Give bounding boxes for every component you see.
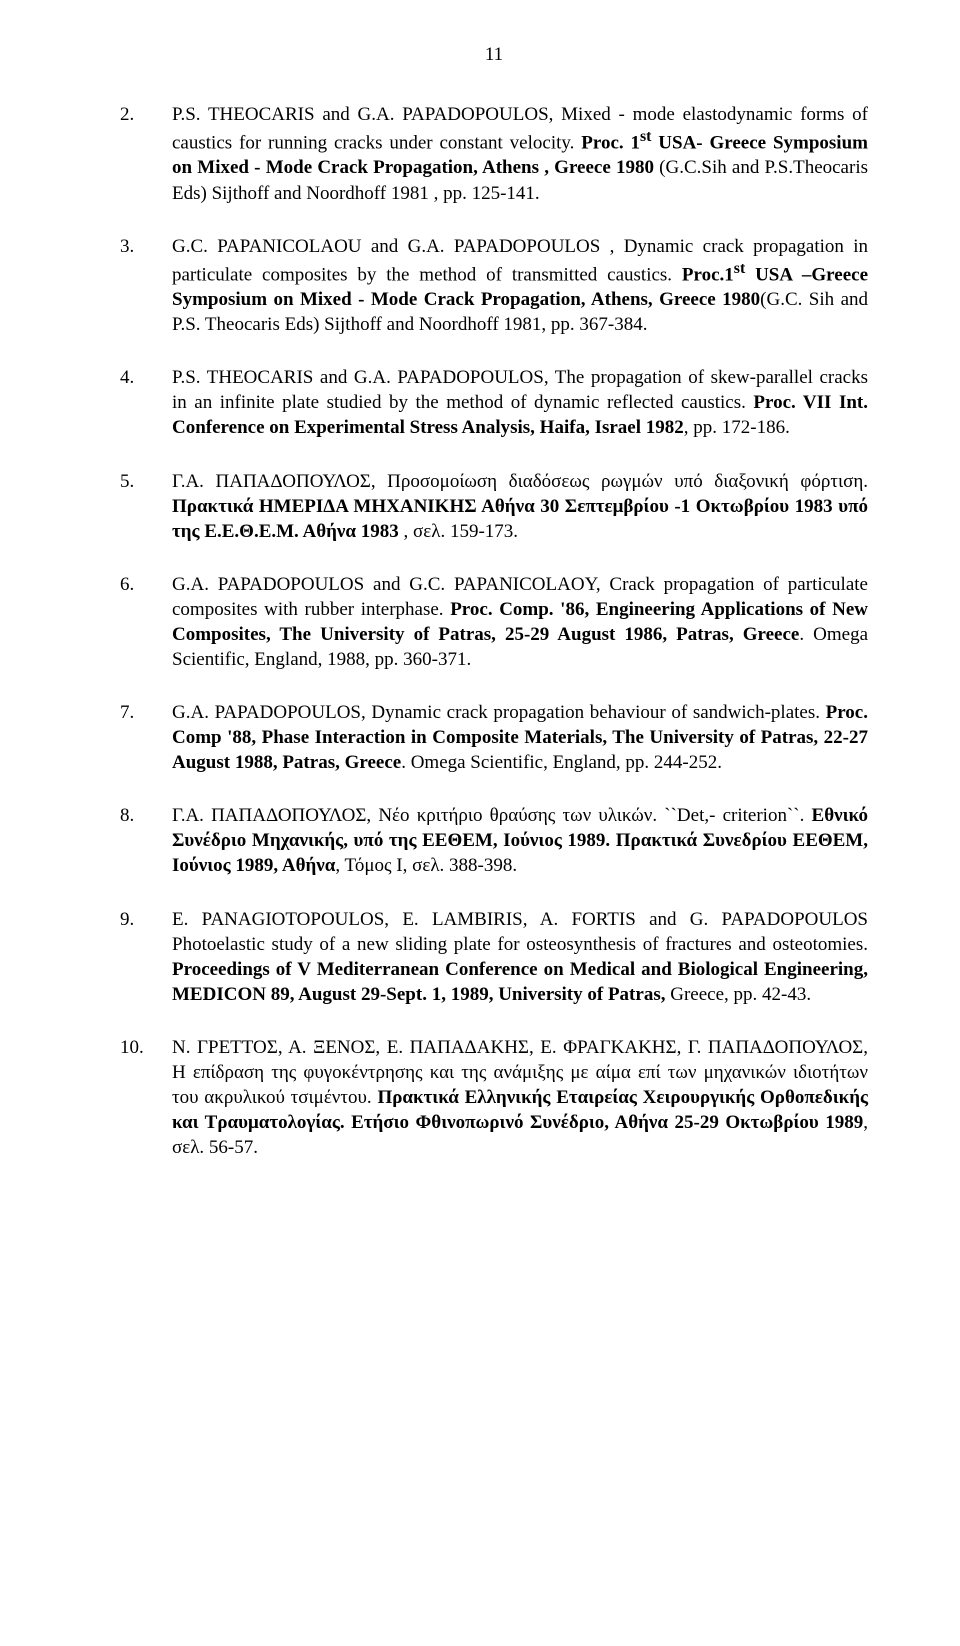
entry-text-segment: Proc. 1 (581, 132, 640, 153)
entry-text-segment: st (640, 128, 651, 145)
entry-body: P.S. THEOCARIS and G.A. PAPADOPOULOS, Mi… (172, 102, 868, 206)
entry-text-segment: E. PANAGIOTOPOULOS, E. LAMBIRIS, A. FORT… (172, 909, 868, 955)
entry-text-segment: , Τόμος Ι, σελ. 388-398. (335, 855, 517, 876)
entry-body: G.C. PAPANICOLAOU and G.A. PAPADOPOULOS … (172, 234, 868, 338)
entry-text-segment: G.A. PAPADOPOULOS, Dynamic crack propaga… (172, 702, 826, 723)
entry-number: 4. (120, 365, 172, 440)
entry-text-segment: Proc.1 (682, 264, 734, 285)
entry-number: 6. (120, 572, 172, 672)
entry-body: Γ.Α. ΠΑΠΑΔΟΠΟΥΛΟΣ, Νέο κριτήριο θραύσης … (172, 803, 868, 878)
bibliography-entry: 6.G.A. PAPADOPOULOS and G.C. PAPANICOLAO… (120, 572, 868, 672)
bibliography-entry: 3.G.C. PAPANICOLAOU and G.A. PAPADOPOULO… (120, 234, 868, 338)
bibliography-entry: 2.P.S. THEOCARIS and G.A. PAPADOPOULOS, … (120, 102, 868, 206)
bibliography-entry: 10.Ν. ΓΡΕΤΤΟΣ, Α. ΞΕΝΟΣ, Ε. ΠΑΠΑΔΑΚΗΣ, Ε… (120, 1035, 868, 1160)
entry-body: P.S. THEOCARIS and G.A. PAPADOPOULOS, Th… (172, 365, 868, 440)
entry-text-segment: Greece, pp. 42-43. (665, 984, 811, 1005)
entry-body: E. PANAGIOTOPOULOS, E. LAMBIRIS, A. FORT… (172, 907, 868, 1007)
entry-text-segment: Γ.Α. ΠΑΠΑΔΟΠΟΥΛΟΣ, Προσομοίωση διαδόσεως… (172, 471, 868, 492)
entry-text-segment: Γ.Α. ΠΑΠΑΔΟΠΟΥΛΟΣ, Νέο κριτήριο θραύσης … (172, 805, 812, 826)
entry-text-segment: , σελ. 159-173. (399, 521, 518, 542)
entry-body: Ν. ΓΡΕΤΤΟΣ, Α. ΞΕΝΟΣ, Ε. ΠΑΠΑΔΑΚΗΣ, Ε. Φ… (172, 1035, 868, 1160)
entry-text-segment: st (734, 260, 745, 277)
page-number: 11 (120, 44, 868, 66)
entry-body: G.A. PAPADOPOULOS, Dynamic crack propaga… (172, 700, 868, 775)
bibliography-entry: 5.Γ.Α. ΠΑΠΑΔΟΠΟΥΛΟΣ, Προσομοίωση διαδόσε… (120, 469, 868, 544)
entry-body: G.A. PAPADOPOULOS and G.C. PAPANICOLAOY,… (172, 572, 868, 672)
entry-text-segment: , pp. 172-186. (684, 417, 790, 438)
bibliography-entry: 8.Γ.Α. ΠΑΠΑΔΟΠΟΥΛΟΣ, Νέο κριτήριο θραύση… (120, 803, 868, 878)
entry-number: 9. (120, 907, 172, 1007)
entry-body: Γ.Α. ΠΑΠΑΔΟΠΟΥΛΟΣ, Προσομοίωση διαδόσεως… (172, 469, 868, 544)
bibliography-entry: 7.G.A. PAPADOPOULOS, Dynamic crack propa… (120, 700, 868, 775)
bibliography-entry: 9.E. PANAGIOTOPOULOS, E. LAMBIRIS, A. FO… (120, 907, 868, 1007)
document-page: 11 2.P.S. THEOCARIS and G.A. PAPADOPOULO… (0, 0, 960, 1646)
entry-text-segment: Πρακτικά ΗΜΕΡΙΔΑ ΜΗΧΑΝΙΚΗΣ Αθήνα 30 Σεπτ… (172, 496, 868, 542)
entry-number: 3. (120, 234, 172, 338)
entry-number: 5. (120, 469, 172, 544)
entry-number: 2. (120, 102, 172, 206)
entry-number: 8. (120, 803, 172, 878)
entry-text-segment: . Omega Scientific, England, pp. 244-252… (401, 752, 722, 773)
bibliography-entry: 4.P.S. THEOCARIS and G.A. PAPADOPOULOS, … (120, 365, 868, 440)
entry-number: 10. (120, 1035, 172, 1160)
bibliography-list: 2.P.S. THEOCARIS and G.A. PAPADOPOULOS, … (120, 102, 868, 1160)
entry-number: 7. (120, 700, 172, 775)
